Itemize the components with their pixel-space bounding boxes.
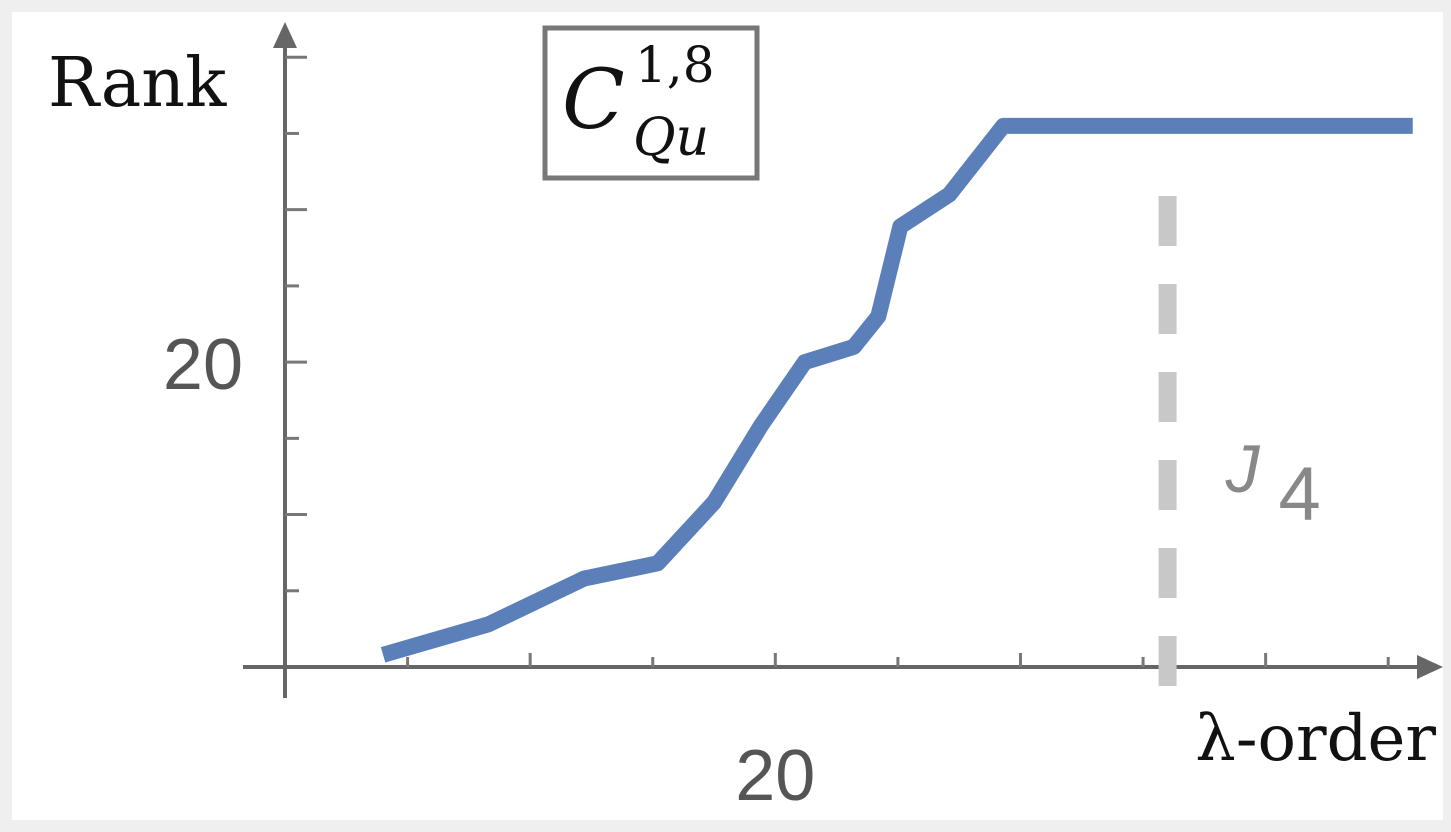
title-base: C [562, 53, 625, 148]
reference-label: J 4 [1225, 431, 1321, 537]
x-tick-label: 20 [735, 736, 815, 816]
reference-label-sub: 4 [1278, 452, 1320, 537]
x-axis-label: λ-order [1195, 702, 1436, 776]
title-box [542, 25, 760, 181]
x-minor-ticks [406, 653, 1390, 667]
y-axis-arrow [273, 22, 297, 48]
y-minor-ticks [285, 55, 307, 593]
title-subscript: Qu [633, 108, 709, 168]
x-axis-arrow [1417, 655, 1443, 679]
title-superscript: 1,8 [635, 36, 715, 94]
reference-label-base: J [1225, 431, 1261, 507]
y-tick-label: 20 [163, 325, 243, 405]
series-line [380, 117, 1413, 663]
y-axis-label: Rank [48, 44, 227, 123]
